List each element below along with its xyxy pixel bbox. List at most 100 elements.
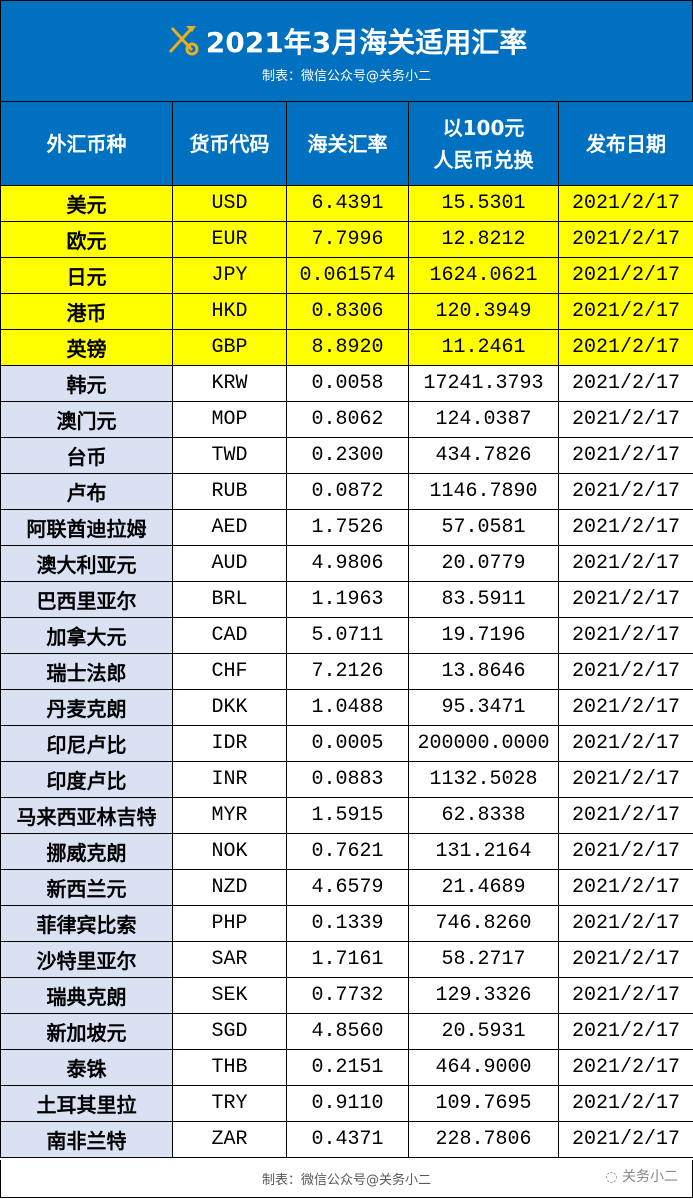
- column-header: 发布日期: [558, 101, 693, 186]
- cell-name: 瑞士法郎: [0, 653, 173, 690]
- exchange-rate-table: 外汇币种 货币代码 海关汇率 以100元 人民币兑换 发布日期 美元 USD 6.4391 1…: [0, 101, 693, 1158]
- cell-rate: 4.9806: [286, 545, 409, 582]
- cell-name: 欧元: [0, 221, 173, 258]
- cell-name: 印尼卢比: [0, 725, 173, 762]
- table-row: 英镑 GBP 8.8920 11.2461 2021/2/17: [0, 329, 693, 366]
- cell-per100: 20.0779: [408, 545, 559, 582]
- cell-code: CHF: [172, 653, 287, 690]
- cell-date: 2021/2/17: [558, 509, 693, 546]
- table-row: 日元 JPY 0.061574 1624.0621 2021/2/17: [0, 257, 693, 294]
- cell-code: TRY: [172, 1085, 287, 1122]
- cell-name: 韩元: [0, 365, 173, 402]
- cell-date: 2021/2/17: [558, 869, 693, 906]
- cell-per100: 228.7806: [408, 1121, 559, 1158]
- cell-rate: 5.0711: [286, 617, 409, 654]
- cell-name: 日元: [0, 257, 173, 294]
- cell-code: AED: [172, 509, 287, 546]
- cell-per100: 1132.5028: [408, 761, 559, 798]
- cell-per100: 200000.0000: [408, 725, 559, 762]
- cell-date: 2021/2/17: [558, 797, 693, 834]
- cell-name: 泰铢: [0, 1049, 173, 1086]
- table-row: 韩元 KRW 0.0058 17241.3793 2021/2/17: [0, 365, 693, 402]
- cell-code: JPY: [172, 257, 287, 294]
- cell-rate: 0.9110: [286, 1085, 409, 1122]
- cell-per100: 95.3471: [408, 689, 559, 726]
- cell-code: AUD: [172, 545, 287, 582]
- table-row: 澳门元 MOP 0.8062 124.0387 2021/2/17: [0, 401, 693, 438]
- cell-name: 印度卢比: [0, 761, 173, 798]
- table-row: 印度卢比 INR 0.0883 1132.5028 2021/2/17: [0, 761, 693, 798]
- cell-date: 2021/2/17: [558, 689, 693, 726]
- table-row: 菲律宾比索 PHP 0.1339 746.8260 2021/2/17: [0, 905, 693, 942]
- cell-code: EUR: [172, 221, 287, 258]
- cell-name: 瑞典克朗: [0, 977, 173, 1014]
- cell-code: IDR: [172, 725, 287, 762]
- cell-date: 2021/2/17: [558, 941, 693, 978]
- cell-name: 加拿大元: [0, 617, 173, 654]
- cell-code: SGD: [172, 1013, 287, 1050]
- cell-name: 土耳其里拉: [0, 1085, 173, 1122]
- cell-date: 2021/2/17: [558, 617, 693, 654]
- table-row: 挪威克朗 NOK 0.7621 131.2164 2021/2/17: [0, 833, 693, 870]
- cell-code: RUB: [172, 473, 287, 510]
- cell-code: NOK: [172, 833, 287, 870]
- cell-name: 丹麦克朗: [0, 689, 173, 726]
- cell-per100: 1146.7890: [408, 473, 559, 510]
- cell-rate: 4.6579: [286, 869, 409, 906]
- cell-date: 2021/2/17: [558, 977, 693, 1014]
- table-row: 澳大利亚元 AUD 4.9806 20.0779 2021/2/17: [0, 545, 693, 582]
- cell-rate: 0.0058: [286, 365, 409, 402]
- cell-per100: 62.8338: [408, 797, 559, 834]
- cell-code: THB: [172, 1049, 287, 1086]
- cell-code: USD: [172, 185, 287, 222]
- cell-per100: 58.2717: [408, 941, 559, 978]
- cell-date: 2021/2/17: [558, 761, 693, 798]
- cell-rate: 0.0005: [286, 725, 409, 762]
- cell-rate: 0.2151: [286, 1049, 409, 1086]
- table-row: 丹麦克朗 DKK 1.0488 95.3471 2021/2/17: [0, 689, 693, 726]
- cell-per100: 129.3326: [408, 977, 559, 1014]
- cell-rate: 1.7161: [286, 941, 409, 978]
- cell-rate: 0.061574: [286, 257, 409, 294]
- table-row: 泰铢 THB 0.2151 464.9000 2021/2/17: [0, 1049, 693, 1086]
- cell-name: 巴西里亚尔: [0, 581, 173, 618]
- cell-per100: 13.8646: [408, 653, 559, 690]
- cell-per100: 17241.3793: [408, 365, 559, 402]
- watermark: ◌ 关务小二: [605, 1166, 678, 1186]
- title-banner: 2021年3月海关适用汇率 制表：微信公众号@关务小二: [0, 0, 693, 102]
- cell-code: SAR: [172, 941, 287, 978]
- cell-rate: 4.8560: [286, 1013, 409, 1050]
- cell-date: 2021/2/17: [558, 329, 693, 366]
- cell-date: 2021/2/17: [558, 905, 693, 942]
- cell-per100: 124.0387: [408, 401, 559, 438]
- table-row: 南非兰特 ZAR 0.4371 228.7806 2021/2/17: [0, 1121, 693, 1158]
- column-header: 海关汇率: [286, 101, 409, 186]
- cell-rate: 0.7621: [286, 833, 409, 870]
- cell-rate: 0.8062: [286, 401, 409, 438]
- cell-date: 2021/2/17: [558, 545, 693, 582]
- cell-date: 2021/2/17: [558, 1013, 693, 1050]
- column-header: 外汇币种: [0, 101, 173, 186]
- table-row: 台币 TWD 0.2300 434.7826 2021/2/17: [0, 437, 693, 474]
- cell-per100: 464.9000: [408, 1049, 559, 1086]
- cell-date: 2021/2/17: [558, 401, 693, 438]
- cell-name: 挪威克朗: [0, 833, 173, 870]
- cell-name: 阿联酋迪拉姆: [0, 509, 173, 546]
- cell-code: HKD: [172, 293, 287, 330]
- cell-date: 2021/2/17: [558, 725, 693, 762]
- cell-name: 新西兰元: [0, 869, 173, 906]
- cell-date: 2021/2/17: [558, 221, 693, 258]
- cell-date: 2021/2/17: [558, 1049, 693, 1086]
- cell-per100: 57.0581: [408, 509, 559, 546]
- cell-per100: 131.2164: [408, 833, 559, 870]
- cell-rate: 0.8306: [286, 293, 409, 330]
- cell-code: PHP: [172, 905, 287, 942]
- wechat-icon: ◌: [605, 1169, 622, 1185]
- cell-date: 2021/2/17: [558, 1121, 693, 1158]
- cell-name: 卢布: [0, 473, 173, 510]
- table-row: 卢布 RUB 0.0872 1146.7890 2021/2/17: [0, 473, 693, 510]
- cell-per100: 21.4689: [408, 869, 559, 906]
- cell-name: 沙特里亚尔: [0, 941, 173, 978]
- table-row: 美元 USD 6.4391 15.5301 2021/2/17: [0, 185, 693, 222]
